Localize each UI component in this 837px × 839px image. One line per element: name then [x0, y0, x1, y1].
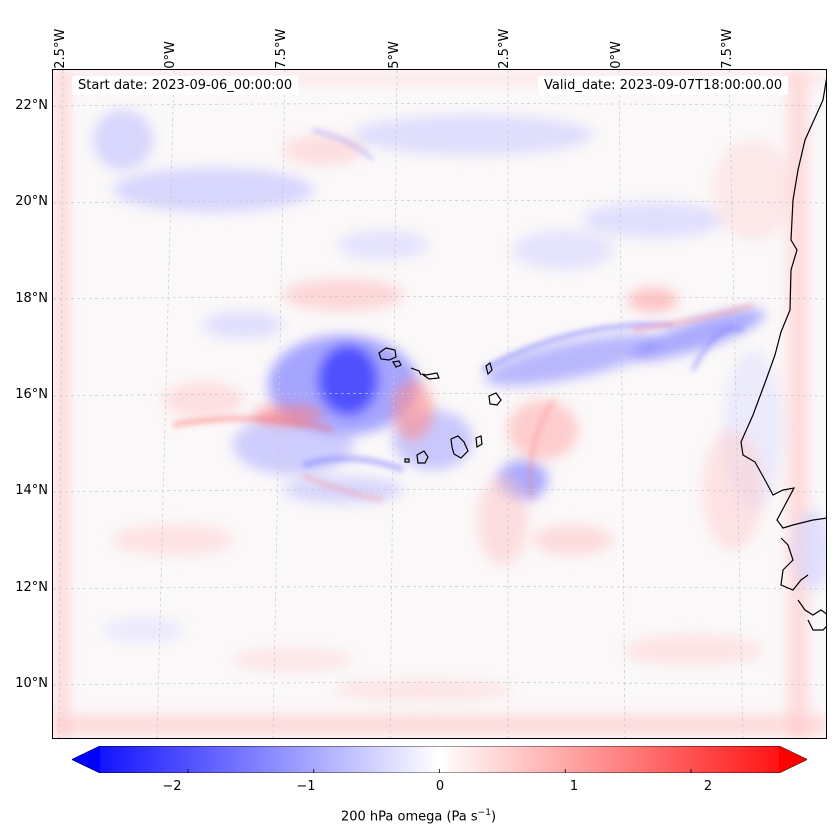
lat-label-10n: 10°N [15, 676, 48, 691]
positive-omega-regions [113, 135, 793, 700]
island-sao-nicolau [410, 367, 422, 376]
island-fogo [416, 450, 429, 464]
colorbar-tickmarks [187, 769, 692, 773]
island-maio [475, 435, 483, 448]
island-brava [404, 458, 410, 463]
omega-streaks [172, 128, 754, 502]
island-sao-vicente [392, 360, 402, 368]
map-panel [52, 69, 827, 739]
colorbar-tick-label: 1 [569, 779, 579, 794]
island-santa-luzia [421, 372, 440, 380]
colorbar-tick-label: 2 [703, 779, 713, 794]
colorbar-tick-label: 0 [435, 779, 445, 794]
colorbar-extend-min [72, 746, 100, 773]
colorbar-tick-label: −2 [162, 779, 182, 794]
island-boa-vista [488, 392, 502, 406]
lat-label-20n: 20°N [15, 194, 48, 209]
omega-field-map [53, 70, 826, 738]
lat-label-22n: 22°N [15, 98, 48, 113]
colorbar-bar [72, 746, 807, 773]
colorbar-label: 200 hPa omega (Pa s−1) [340, 808, 497, 825]
colorbar-extend-max [779, 746, 807, 773]
coastlines [378, 78, 826, 631]
lat-label-18n: 18°N [15, 291, 48, 306]
lat-label-16n: 16°N [15, 387, 48, 402]
graticule [53, 70, 826, 738]
island-santo-antao [378, 347, 397, 361]
island-santiago [450, 435, 469, 459]
start-date-label: Start date: 2023-09-06_00:00:00 [72, 76, 299, 95]
island-sal [485, 361, 493, 376]
colorbar [72, 746, 807, 773]
lat-label-12n: 12°N [15, 580, 48, 595]
colorbar-tick-label: −1 [296, 779, 316, 794]
valid-date-label: Valid_date: 2023-09-07T18:00:00.00 [538, 76, 789, 95]
lat-label-14n: 14°N [15, 483, 48, 498]
africa-coastline [740, 78, 826, 529]
